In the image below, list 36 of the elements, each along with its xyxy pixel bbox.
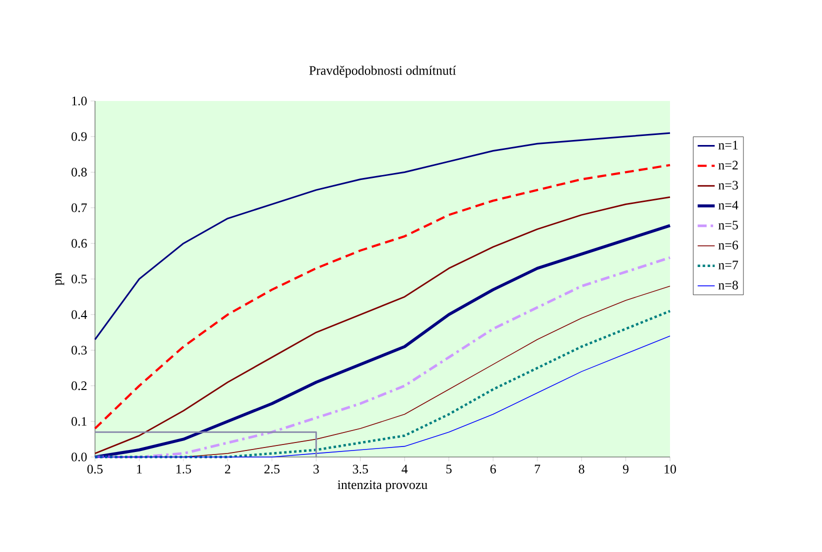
legend-label: n=2: [718, 160, 738, 170]
x-tick-label: 3.5: [352, 464, 368, 474]
x-tick-label: 7: [534, 464, 540, 474]
legend-label: n=3: [718, 180, 738, 190]
legend-label: n=8: [718, 280, 738, 290]
y-tick-label: 0.7: [72, 203, 87, 212]
y-tick-label: 0.2: [72, 381, 87, 390]
y-tick-label: 0.9: [72, 132, 87, 141]
legend-label: n=6: [718, 240, 738, 250]
x-tick-label: 1.5: [176, 464, 192, 474]
x-tick-label: 2.5: [264, 464, 280, 474]
legend-label: n=1: [718, 140, 738, 150]
x-tick-label: 1: [137, 464, 142, 474]
y-tick-label: 0.1: [72, 417, 86, 426]
legend-label: n=4: [718, 200, 738, 210]
y-tick-label: 0.4: [72, 310, 88, 319]
x-tick-label: 3: [314, 464, 319, 474]
y-axis-title: pn: [55, 272, 64, 286]
legend-label: n=5: [718, 220, 738, 230]
x-tick-label: 9: [622, 464, 628, 474]
x-tick-label: 0.5: [87, 464, 103, 474]
y-tick-label: 1.0: [72, 96, 87, 106]
y-tick-label: 0.0: [72, 452, 87, 462]
x-tick-label: 4: [402, 464, 408, 474]
x-tick-label: 8: [578, 464, 584, 474]
y-tick-label: 0.8: [72, 168, 87, 177]
legend-label: n=7: [718, 260, 738, 270]
y-tick-label: 0.5: [72, 274, 87, 284]
x-tick-label: 2: [225, 464, 230, 474]
x-tick-label: 6: [490, 464, 496, 474]
y-tick-label: 0.6: [72, 239, 87, 248]
x-axis-title: intenzita provozu: [338, 480, 428, 492]
chart-title: Pravděpodobnosti odmítnutí: [309, 66, 456, 78]
x-tick-label: 10: [664, 464, 676, 474]
y-tick-label: 0.3: [72, 346, 87, 355]
x-tick-label: 5: [446, 464, 452, 474]
